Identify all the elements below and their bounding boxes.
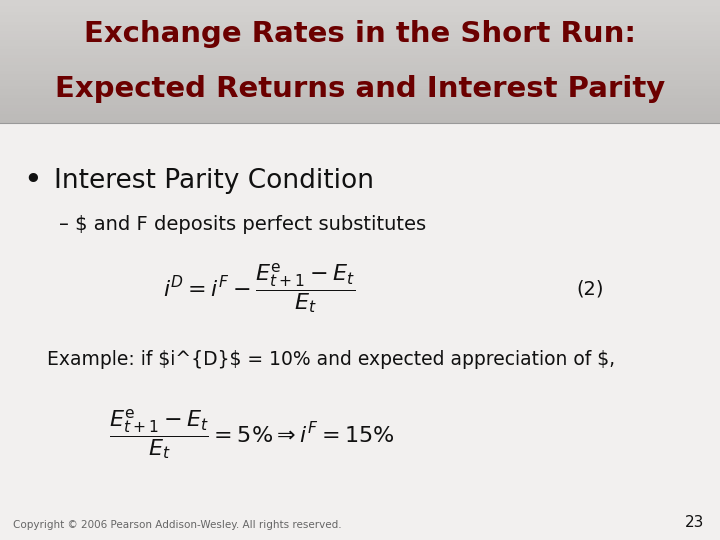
- Bar: [0, 85, 720, 89]
- Bar: [0, 45, 720, 49]
- Bar: [0, 116, 720, 120]
- Text: (2): (2): [576, 279, 603, 299]
- Bar: [0, 51, 720, 56]
- Bar: [0, 82, 720, 86]
- Bar: [0, 30, 720, 34]
- Text: $\dfrac{E^{\mathrm{e}}_{t+1} - E_t}{E_t} = 5\% \Rightarrow i^F = 15\%$: $\dfrac{E^{\mathrm{e}}_{t+1} - E_t}{E_t}…: [109, 407, 395, 462]
- Bar: [0, 48, 720, 52]
- Bar: [0, 8, 720, 12]
- Bar: [0, 60, 720, 65]
- Bar: [0, 39, 720, 43]
- Text: Expected Returns and Interest Parity: Expected Returns and Interest Parity: [55, 75, 665, 103]
- Bar: [0, 36, 720, 40]
- Bar: [0, 104, 720, 108]
- Bar: [0, 26, 720, 31]
- Bar: [0, 79, 720, 83]
- Bar: [0, 113, 720, 117]
- Bar: [0, 73, 720, 77]
- Bar: [0, 33, 720, 37]
- Bar: [0, 97, 720, 102]
- Text: – $ and F deposits perfect substitutes: – $ and F deposits perfect substitutes: [59, 214, 426, 234]
- Text: Interest Parity Condition: Interest Parity Condition: [54, 168, 374, 194]
- Bar: [0, 119, 720, 123]
- Bar: [0, 24, 720, 28]
- Bar: [0, 110, 720, 114]
- Bar: [0, 2, 720, 6]
- Bar: [0, 21, 720, 25]
- Text: $i^D = i^F - \dfrac{E^{\mathrm{e}}_{t+1} - E_t}{E_t}$: $i^D = i^F - \dfrac{E^{\mathrm{e}}_{t+1}…: [163, 261, 355, 316]
- Bar: [0, 64, 720, 68]
- Bar: [0, 106, 720, 111]
- Text: Example: if $i^{D}$ = 10% and expected appreciation of $,: Example: if $i^{D}$ = 10% and expected a…: [47, 349, 615, 369]
- Bar: [0, 100, 720, 105]
- Bar: [0, 70, 720, 74]
- Bar: [0, 88, 720, 92]
- Bar: [0, 55, 720, 58]
- Text: Copyright © 2006 Pearson Addison-Wesley. All rights reserved.: Copyright © 2006 Pearson Addison-Wesley.…: [13, 520, 341, 530]
- Text: Exchange Rates in the Short Run:: Exchange Rates in the Short Run:: [84, 21, 636, 49]
- Bar: [0, 91, 720, 96]
- Bar: [0, 11, 720, 15]
- Bar: [0, 42, 720, 46]
- Bar: [0, 17, 720, 22]
- Bar: [0, 76, 720, 80]
- Bar: [0, 14, 720, 18]
- Text: 23: 23: [685, 515, 704, 530]
- Text: •: •: [23, 165, 42, 197]
- Bar: [0, 0, 720, 3]
- Bar: [0, 66, 720, 71]
- Bar: [0, 57, 720, 62]
- Bar: [0, 94, 720, 98]
- Bar: [0, 5, 720, 9]
